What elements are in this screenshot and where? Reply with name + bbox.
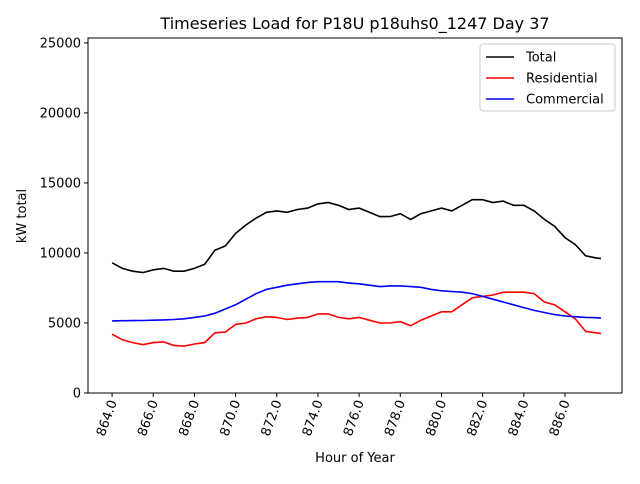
legend-box	[479, 43, 616, 112]
x-tick-label: 872.0	[259, 398, 286, 438]
y-tick-label: 5000	[48, 316, 81, 331]
x-tick-label: 866.0	[135, 398, 162, 438]
legend-label-residential: Residential	[526, 72, 598, 87]
y-tick-label: 20000	[40, 106, 81, 121]
x-tick-label: 886.0	[547, 398, 574, 438]
series-line-residential	[111, 291, 602, 347]
chart-title: Timeseries Load for P18U p18uhs0_1247 Da…	[159, 14, 549, 34]
x-tick-label: 882.0	[465, 398, 492, 438]
x-tick-label: 868.0	[176, 398, 203, 438]
legend: Total Residential Commercial	[479, 43, 616, 112]
x-tick-label: 884.0	[506, 398, 533, 438]
series-line-total	[111, 198, 602, 274]
x-tick-label: 874.0	[300, 398, 327, 438]
y-tick-label: 10000	[40, 246, 81, 261]
x-axis-label: Hour of Year	[315, 451, 395, 466]
y-axis-label: kW total	[15, 189, 30, 243]
x-tick-label: 870.0	[218, 398, 245, 438]
legend-label-commercial: Commercial	[526, 93, 604, 108]
series-line-commercial	[112, 280, 602, 322]
plot-frame	[87, 37, 623, 394]
x-tick-label: 878.0	[382, 398, 409, 438]
x-tick-label: 876.0	[341, 398, 368, 438]
legend-label-total: Total	[525, 51, 556, 66]
x-tick-label: 880.0	[423, 398, 450, 438]
y-tick-label: 15000	[40, 176, 81, 191]
y-tick-label: 0	[73, 387, 81, 402]
x-tick-label: 864.0	[94, 398, 121, 438]
y-tick-label: 25000	[40, 36, 81, 51]
